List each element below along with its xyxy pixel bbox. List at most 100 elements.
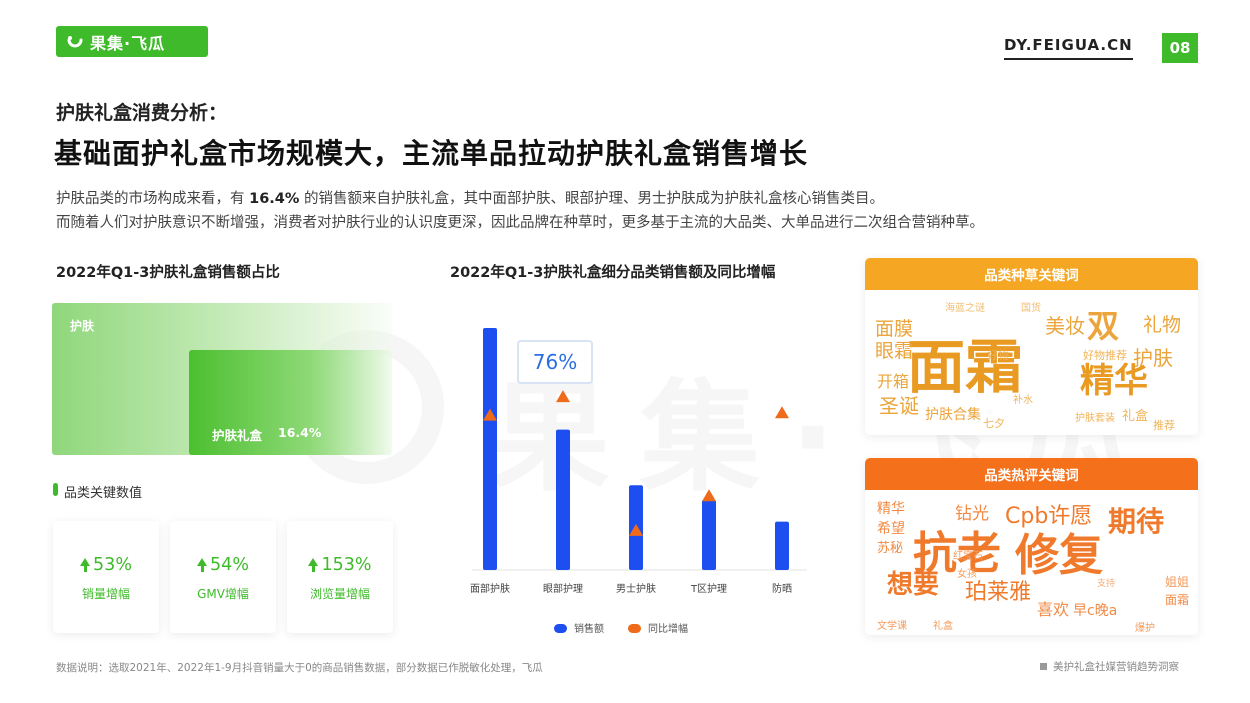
section-kicker: 护肤礼盒消费分析： xyxy=(56,102,228,124)
description-line-2: 而随着人们对护肤意识不断增强，消费者对护肤行业的认识度更深，因此品牌在种草时，更… xyxy=(56,215,984,231)
kpi-title: 品类关键数值 xyxy=(64,486,143,501)
logo-smile-icon xyxy=(67,35,83,47)
up-arrow-icon xyxy=(308,558,319,572)
seeding-panel-title: 品类种草关键词 xyxy=(865,258,1198,290)
up-arrow-icon xyxy=(80,558,91,572)
page-number: 08 xyxy=(1162,33,1198,63)
keyword: 钻光 xyxy=(955,504,989,524)
keyword: 眼霜 xyxy=(875,340,914,362)
brand-logo: 果集·飞瓜 xyxy=(56,26,208,57)
keyword: 国货 xyxy=(1021,303,1041,314)
legend-label-growth: 同比增幅 xyxy=(648,622,688,635)
legend-swatch-growth xyxy=(628,624,641,633)
kpi-value: 54% xyxy=(170,555,276,575)
keyword: 面霜 xyxy=(907,333,1024,401)
share-outer-label: 护肤 xyxy=(70,319,95,333)
share-inner-block xyxy=(189,350,392,455)
x-tick-label: 男士护肤 xyxy=(616,582,656,595)
keyword: 红宝石 xyxy=(953,551,983,562)
kpi-card-gmv: 54% GMV增幅 xyxy=(170,521,276,633)
report-name: 美护礼盒社媒营销趋势洞察 xyxy=(1040,659,1179,674)
keyword: 期待 xyxy=(1108,505,1165,538)
kpi-value: 153% xyxy=(287,555,393,575)
square-icon xyxy=(1040,663,1047,670)
keyword: 护肤套装 xyxy=(1075,413,1115,424)
description-highlight: 16.4% xyxy=(249,191,300,207)
x-tick-label: 眼部护理 xyxy=(543,582,583,595)
growth-marker-2 xyxy=(629,523,643,536)
bar-3 xyxy=(702,499,716,570)
kpi-card-views: 153% 浏览量增幅 xyxy=(287,521,393,633)
keyword: 圣诞 xyxy=(879,394,919,418)
bar-0 xyxy=(483,328,497,570)
keyword: 面霜 xyxy=(1165,593,1190,607)
keyword: 精华 xyxy=(877,501,905,517)
share-inner-label: 护肤礼盒 xyxy=(212,428,263,443)
page-title: 基础面护礼盒市场规模大，主流单品拉动护肤礼盒销售增长 xyxy=(54,137,809,170)
legend-swatch-sales xyxy=(554,624,567,633)
legend-label-sales: 销售额 xyxy=(574,622,604,635)
bar-4 xyxy=(775,521,789,570)
growth-marker-4 xyxy=(775,406,789,419)
keyword: 女孩 xyxy=(957,569,977,580)
highlight-badge: 76% xyxy=(517,340,593,384)
keyword: 爆护 xyxy=(1135,623,1155,634)
growth-marker-0 xyxy=(483,408,497,421)
keyword: 礼盒 xyxy=(933,621,953,632)
keyword: 想要 xyxy=(887,570,940,600)
keyword: 精华 xyxy=(1080,361,1148,401)
description: 护肤品类的市场构成来看，有 16.4% 的销售额来自护肤礼盒，其中面部护肤、眼部… xyxy=(56,187,984,235)
growth-marker-3 xyxy=(702,489,716,502)
x-tick-label: 面部护肤 xyxy=(470,582,510,595)
kpi-label: 销量增幅 xyxy=(81,587,130,601)
bar-chart-title: 2022年Q1-3护肤礼盒细分品类销售额及同比增幅 xyxy=(450,265,776,281)
share-inner-value: 16.4% xyxy=(278,425,322,440)
keyword: 护肤 xyxy=(1133,346,1173,370)
data-note: 数据说明：选取2021年、2022年1-9月抖音销量大于0的商品销售数据，部分数… xyxy=(56,662,543,674)
keyword: 修复 xyxy=(1015,530,1103,581)
keyword: 护肤合集 xyxy=(925,407,981,423)
x-tick-label: T区护理 xyxy=(690,582,727,595)
x-tick-label: 防晒 xyxy=(772,582,792,595)
keyword: 海蓝之谜 xyxy=(945,303,985,314)
keyword: 双 xyxy=(1087,307,1120,345)
keyword: 好物 xyxy=(987,349,1009,362)
seeding-word-cloud: 面霜 精华 双美妆 礼物护肤 面膜 眼霜开箱圣诞 护肤合集 七夕 礼盒 推荐 好物推荐补水护肤套装 好… xyxy=(865,290,1198,435)
bar-1 xyxy=(556,429,570,570)
keyword: 喜欢 xyxy=(1037,600,1070,619)
keyword: 推荐 xyxy=(1153,419,1175,432)
keyword: 文学课 xyxy=(877,621,907,632)
keyword: 礼物 xyxy=(1143,314,1182,336)
keyword: 姐姐 xyxy=(1165,575,1190,589)
keyword: 早c晚a xyxy=(1073,603,1118,619)
review-word-cloud: 抗老 修复 期待想要 珀莱雅 Cpb许愿 钻光喜欢 早c晚a 精华希望苏秘面霜 姐姐 红宝石女孩文… xyxy=(865,490,1198,635)
logo-text: 果集·飞瓜 xyxy=(90,33,166,53)
keyword: 支持 xyxy=(1097,579,1116,589)
kpi-marker xyxy=(53,483,58,496)
keyword: 七夕 xyxy=(983,417,1005,430)
up-arrow-icon xyxy=(197,558,208,572)
keyword: Cpb许愿 xyxy=(1005,504,1093,529)
seeding-keywords-panel: 品类种草关键词 面霜 精华 双美妆 礼物护肤 面膜 眼霜开箱圣诞 护肤合集 七夕 礼盒 推荐 好物推… xyxy=(865,258,1198,435)
kpi-card-sales: 53% 销量增幅 xyxy=(53,521,159,633)
growth-marker-1 xyxy=(556,390,570,403)
keyword: 面膜 xyxy=(875,318,914,340)
keyword: 开箱 xyxy=(877,372,910,391)
keyword: 希望 xyxy=(877,521,905,537)
review-panel-title: 品类热评关键词 xyxy=(865,458,1198,490)
keyword: 补水 xyxy=(1013,395,1033,406)
review-keywords-panel: 品类热评关键词 抗老 修复 期待想要 珀莱雅 Cpb许愿 钻光喜欢 早c晚a 精华希望苏秘面霜… xyxy=(865,458,1198,635)
share-chart-title: 2022年Q1-3护肤礼盒销售额占比 xyxy=(56,265,280,281)
keyword: 珀莱雅 xyxy=(965,580,1032,605)
kpi-value: 53% xyxy=(53,555,159,575)
keyword: 美妆 xyxy=(1045,314,1085,338)
description-line-1: 护肤品类的市场构成来看，有 16.4% 的销售额来自护肤礼盒，其中面部护肤、眼部… xyxy=(56,191,885,207)
keyword: 苏秘 xyxy=(877,541,904,556)
keyword: 礼盒 xyxy=(1122,409,1149,424)
site-url: DY.FEIGUA.CN xyxy=(1004,36,1133,60)
keyword: 好物推荐 xyxy=(1083,349,1127,362)
kpi-label: 浏览量增幅 xyxy=(309,587,370,601)
keyword: 抗老 xyxy=(913,528,1001,579)
kpi-label: GMV增幅 xyxy=(197,587,249,601)
